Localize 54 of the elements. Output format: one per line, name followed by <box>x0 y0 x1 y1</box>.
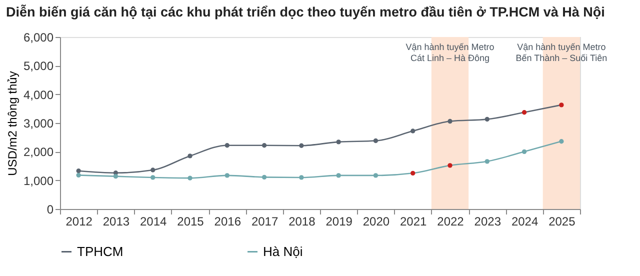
y-tick-label: 2,000 <box>23 145 54 160</box>
point <box>448 163 452 168</box>
y-tick-label: 6,000 <box>23 30 54 44</box>
point <box>336 140 341 144</box>
point <box>522 110 527 115</box>
point <box>113 174 118 179</box>
y-axis-title: USD/m2 thông thủy <box>5 71 20 176</box>
point <box>484 159 490 164</box>
point <box>559 139 564 144</box>
point <box>373 138 378 144</box>
x-tick-label: 2019 <box>326 214 353 228</box>
point <box>522 149 527 154</box>
point <box>262 174 267 180</box>
y-tick-label: 1,000 <box>23 174 54 188</box>
x-tick-label: 2024 <box>511 214 538 228</box>
point <box>224 143 230 148</box>
x-tick-label: 2014 <box>140 214 168 228</box>
point <box>373 173 378 178</box>
point <box>484 116 490 122</box>
y-tick-label: 3,000 <box>23 116 54 130</box>
chart-title: Diễn biến giá căn hộ tại các khu phát triển dọc theo tuyến metro đầu tiên ở TP.HCM và Hà Nội <box>6 4 605 20</box>
y-tick-label: 0 <box>46 202 54 216</box>
x-tick-label: 2023 <box>474 214 502 228</box>
x-tick-label: 2017 <box>251 214 278 228</box>
y-tick-label: 5,000 <box>23 59 54 74</box>
y-tick-label: 4,000 <box>23 88 54 102</box>
x-tick-label: 2012 <box>66 214 93 228</box>
x-tick-label: 2018 <box>288 214 316 228</box>
x-tick-label: 2021 <box>400 214 428 228</box>
point <box>76 172 81 178</box>
x-tick-label: 2015 <box>177 214 204 228</box>
x-tick-label: 2016 <box>214 214 242 228</box>
point <box>559 102 564 108</box>
point <box>224 173 230 178</box>
x-tick-label: 2022 <box>437 214 464 228</box>
x-tick-label: 2013 <box>102 214 130 228</box>
point <box>299 143 304 148</box>
point <box>410 128 416 134</box>
band-label: Vận hành tuyến Metro Cát Linh – Hà Đông <box>406 42 494 63</box>
x-tick-label: 2025 <box>548 214 576 228</box>
point <box>188 176 192 180</box>
band-label: Vận hành tuyến Metro Bến Thành – Suối Tiên <box>516 42 608 63</box>
point <box>150 168 156 172</box>
point <box>448 118 452 124</box>
point <box>299 175 304 180</box>
point <box>262 143 267 148</box>
legend-label: Hà Nội <box>263 244 303 259</box>
point <box>76 168 81 174</box>
legend-label: TPHCM <box>77 244 124 259</box>
point <box>188 154 192 158</box>
point <box>150 175 156 180</box>
point <box>336 173 341 178</box>
x-tick-label: 2020 <box>362 214 390 228</box>
point <box>410 170 416 176</box>
